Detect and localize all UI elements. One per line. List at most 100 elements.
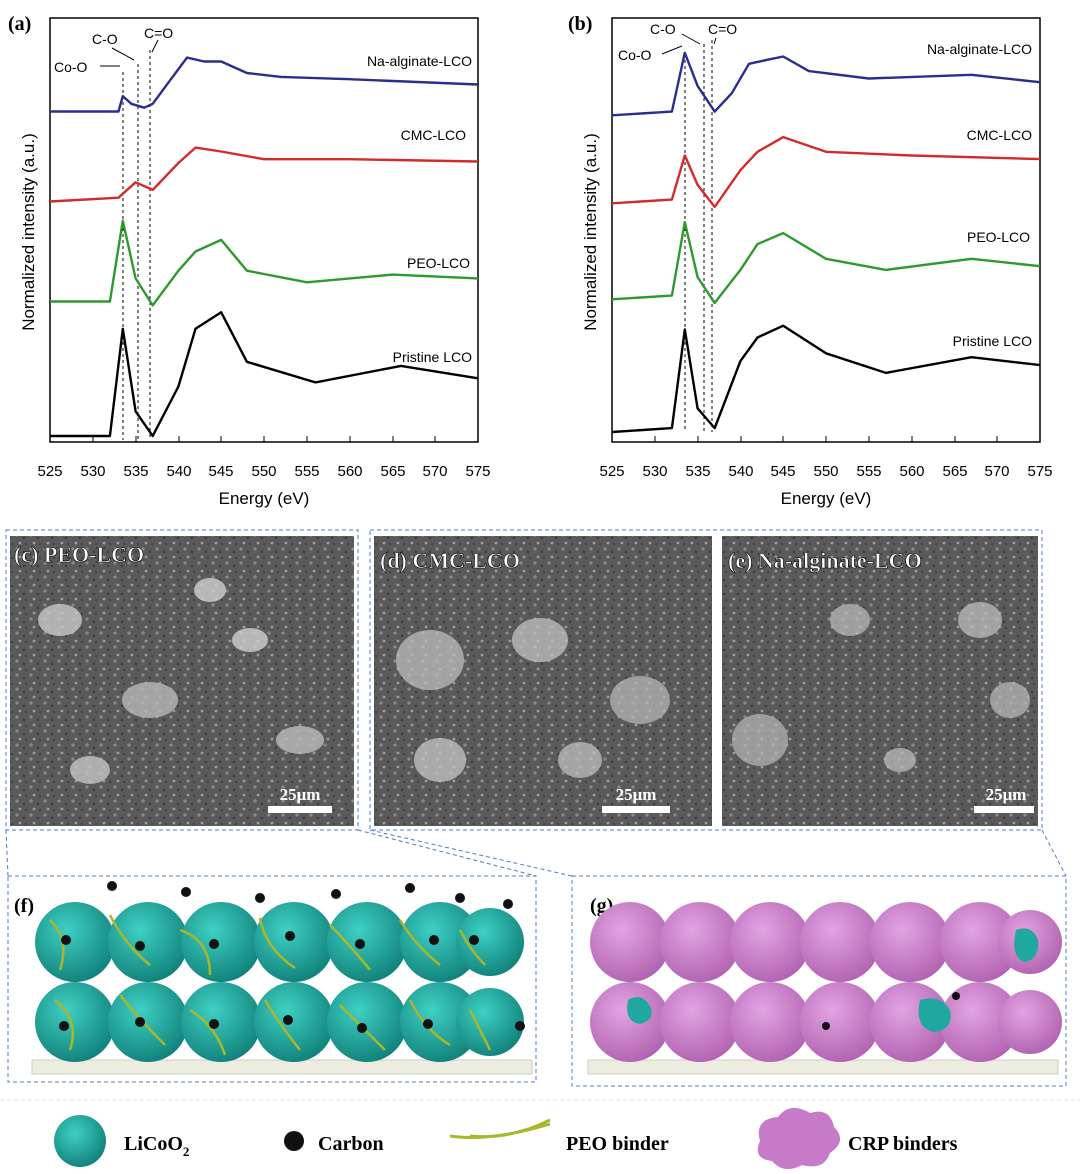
series-line	[611, 51, 1041, 117]
panel-b-letter: (b)	[568, 13, 592, 35]
sem-d-scale-text: 25μm	[616, 785, 657, 804]
sem-c-frame	[5, 529, 359, 831]
annotation-co-o: Co-O	[54, 59, 88, 75]
series-label: Na-alginate-LCO	[927, 41, 1032, 57]
annotation-arrows	[100, 39, 159, 67]
series-line	[50, 56, 479, 113]
tick-label: 525	[37, 463, 62, 480]
peo-binder-legend-icon	[449, 1118, 551, 1139]
tick-label: 565	[380, 463, 405, 480]
series-line	[50, 311, 479, 438]
series-line	[611, 135, 1041, 209]
tick-label: 545	[208, 463, 233, 480]
series-line	[50, 219, 479, 307]
series-label: CMC-LCO	[401, 127, 466, 143]
annotation-co-o: Co-O	[618, 47, 652, 63]
series-line	[611, 324, 1041, 434]
tick-label: 560	[899, 463, 924, 480]
substrate-f	[31, 1059, 533, 1075]
annotation-c-double-o: C=O	[708, 21, 737, 37]
panel-b-series-labels: Na-alginate-LCO CMC-LCO PEO-LCO Pristine…	[927, 41, 1032, 349]
tick-label: 530	[80, 463, 105, 480]
panel-b-ylabel: Normalized intensity (a.u.)	[581, 133, 600, 330]
crp-binder-layer	[590, 902, 1062, 1062]
panel-b-xticks: 525 530 535 540 545 550 555 560 565 570 …	[599, 436, 1053, 480]
exposed-licoo2-patches	[627, 928, 1039, 1032]
sem-e-label: (e) Na-alginate-LCO	[728, 548, 922, 573]
carbon-particles-f	[59, 881, 525, 1033]
panel-a-xticks: 525 530 535 540 545 550 555 560 565 570 …	[37, 436, 491, 480]
panel-b-plot-area	[611, 51, 1041, 434]
legend-peo-label: PEO binder	[566, 1133, 669, 1155]
legend-licoo2-label: LiCoO2	[124, 1133, 189, 1159]
licoo2-legend-icon	[54, 1115, 106, 1167]
sem-c-label: (c) PEO-LCO	[14, 542, 144, 567]
panel-b-xlabel: Energy (eV)	[781, 489, 872, 508]
schematic-f-frame	[7, 875, 537, 1083]
panel-b-guides	[684, 40, 713, 432]
schematic-f: (f)	[7, 875, 537, 1083]
schematic-f-letter: (f)	[14, 895, 34, 917]
substrate-g	[587, 1059, 1059, 1075]
legend-crp-label: CRP binders	[848, 1133, 958, 1155]
series-label: CMC-LCO	[967, 127, 1032, 143]
panel-a-series-labels: Na-alginate-LCO CMC-LCO PEO-LCO Pristine…	[367, 53, 472, 365]
sem-e-scale-bar	[974, 806, 1034, 813]
schematic-g: (g)	[571, 875, 1067, 1087]
sem-c-image: (c) PEO-LCO 25μm	[10, 536, 354, 826]
schematic-g-frame	[571, 875, 1067, 1087]
tick-label: 535	[123, 463, 148, 480]
tick-label: 555	[856, 463, 881, 480]
panel-b: (b) Normalized intensity (a.u.) 525 530 …	[568, 13, 1053, 508]
tick-label: 575	[1027, 463, 1052, 480]
legend-carbon-label: Carbon	[318, 1133, 384, 1155]
carbon-legend-icon	[284, 1131, 304, 1151]
series-label: Na-alginate-LCO	[367, 53, 472, 69]
panel-a-xlabel: Energy (eV)	[219, 489, 310, 508]
annotation-c-o: C-O	[92, 31, 118, 47]
tick-label: 530	[642, 463, 667, 480]
annotation-c-double-o: C=O	[144, 25, 173, 41]
tick-label: 560	[337, 463, 362, 480]
tick-label: 540	[166, 463, 191, 480]
series-label: Pristine LCO	[393, 349, 472, 365]
tick-label: 550	[813, 463, 838, 480]
series-line	[49, 146, 479, 203]
tick-label: 535	[685, 463, 710, 480]
licoo2-layer-f	[35, 902, 524, 1062]
panel-a-letter: (a)	[8, 13, 31, 35]
tick-label: 550	[251, 463, 276, 480]
tick-label: 555	[294, 463, 319, 480]
tick-label: 570	[422, 463, 447, 480]
sem-e-scale-text: 25μm	[986, 785, 1027, 804]
tick-label: 540	[728, 463, 753, 480]
sem-d-scale-bar	[602, 806, 670, 813]
panel-a-plot-area	[49, 56, 479, 438]
crp-binder-legend-icon	[757, 1107, 841, 1170]
sem-c-scale-text: 25μm	[280, 785, 321, 804]
sem-d-image: (d) CMC-LCO 25μm	[374, 536, 712, 826]
series-label: Pristine LCO	[953, 333, 1032, 349]
tick-label: 545	[770, 463, 795, 480]
series-label: PEO-LCO	[967, 229, 1030, 245]
panel-a: (a) Normalized intensity (a.u.) 525 530 …	[8, 13, 491, 508]
sem-e-image: (e) Na-alginate-LCO 25μm	[722, 536, 1038, 826]
zoom-connectors	[5, 829, 1067, 877]
panel-a-guides	[122, 50, 151, 440]
sem-d-label: (d) CMC-LCO	[380, 548, 520, 573]
tick-label: 565	[942, 463, 967, 480]
series-line	[611, 220, 1041, 305]
tick-label: 525	[599, 463, 624, 480]
sem-de-frame	[369, 529, 1043, 831]
sem-row: (c) PEO-LCO 25μm (d) CMC-LCO 25μm (e) Na…	[5, 529, 1067, 877]
tick-label: 570	[984, 463, 1009, 480]
panel-a-ylabel: Normalized intensity (a.u.)	[19, 133, 38, 330]
panel-a-annotations: Co-O C-O C=O	[54, 25, 173, 75]
annotation-c-o: C-O	[650, 21, 676, 37]
sem-c-scale-bar	[268, 806, 332, 813]
series-label: PEO-LCO	[407, 255, 470, 271]
tick-label: 575	[465, 463, 490, 480]
legend: LiCoO2 Carbon PEO binder CRP binders	[0, 1099, 1080, 1170]
panel-b-annotations: Co-O C-O C=O	[618, 21, 737, 63]
